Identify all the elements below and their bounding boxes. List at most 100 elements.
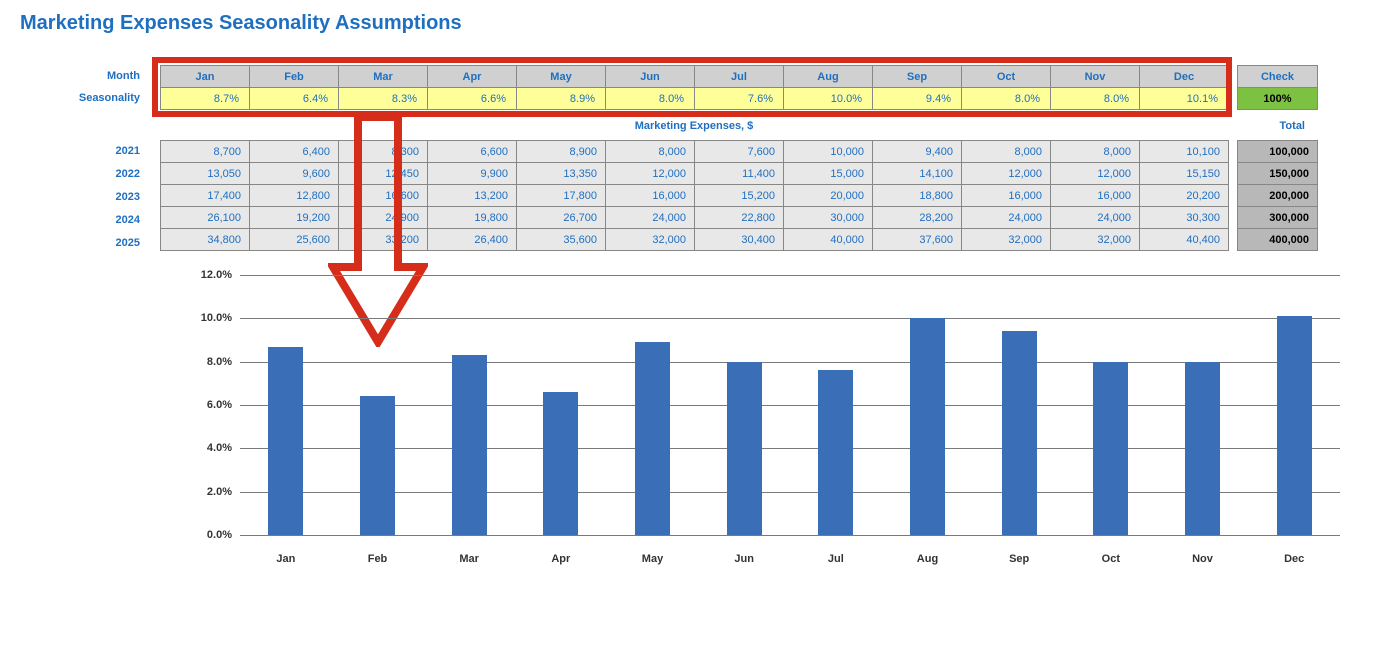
seasonality-cell[interactable]: 10.1% bbox=[1140, 88, 1229, 110]
chart-x-tick-label: Apr bbox=[551, 553, 570, 565]
month-header-cell: Sep bbox=[873, 66, 962, 88]
expense-cell: 15,000 bbox=[784, 163, 873, 185]
expense-cell: 40,400 bbox=[1140, 229, 1229, 251]
expense-cell: 30,400 bbox=[695, 229, 784, 251]
chart-y-tick-label: 10.0% bbox=[201, 312, 232, 324]
chart-gridline bbox=[240, 362, 1340, 363]
seasonality-block: Month Seasonality JanFebMarAprMayJunJulA… bbox=[160, 65, 1360, 251]
check-header-cell: Check bbox=[1238, 66, 1318, 88]
seasonality-cell[interactable]: 8.3% bbox=[339, 88, 428, 110]
expense-cell: 8,000 bbox=[1051, 141, 1140, 163]
chart-bar bbox=[727, 362, 762, 535]
chart-gridline bbox=[240, 275, 1340, 276]
seasonality-cell[interactable]: 6.6% bbox=[428, 88, 517, 110]
expense-cell: 34,800 bbox=[161, 229, 250, 251]
chart-x-tick-label: Jun bbox=[734, 553, 754, 565]
expense-cell: 33,200 bbox=[339, 229, 428, 251]
month-header-cell: Jun bbox=[606, 66, 695, 88]
month-header-cell: Feb bbox=[250, 66, 339, 88]
expense-cell: 37,600 bbox=[873, 229, 962, 251]
month-header-cell: Nov bbox=[1051, 66, 1140, 88]
expense-cell: 16,600 bbox=[339, 185, 428, 207]
expenses-table: 8,7006,4008,3006,6008,9008,0007,60010,00… bbox=[160, 140, 1318, 251]
expenses-section-header: Marketing Expenses, $ bbox=[160, 120, 1228, 132]
expense-cell: 11,400 bbox=[695, 163, 784, 185]
chart-bar bbox=[910, 318, 945, 535]
chart-y-tick-label: 8.0% bbox=[207, 356, 232, 368]
month-row-label: Month bbox=[20, 65, 150, 87]
expense-cell: 12,450 bbox=[339, 163, 428, 185]
chart-bar bbox=[360, 396, 395, 535]
expense-cell: 26,400 bbox=[428, 229, 517, 251]
expense-cell: 28,200 bbox=[873, 207, 962, 229]
chart-gridline bbox=[240, 448, 1340, 449]
total-cell: 100,000 bbox=[1238, 141, 1318, 163]
expense-cell: 24,000 bbox=[1051, 207, 1140, 229]
total-cell: 300,000 bbox=[1238, 207, 1318, 229]
expense-cell: 30,300 bbox=[1140, 207, 1229, 229]
chart-x-tick-label: Sep bbox=[1009, 553, 1029, 565]
month-header-cell: Aug bbox=[784, 66, 873, 88]
seasonality-cell[interactable]: 8.0% bbox=[606, 88, 695, 110]
total-cell: 200,000 bbox=[1238, 185, 1318, 207]
chart-y-tick-label: 6.0% bbox=[207, 399, 232, 411]
expense-cell: 22,800 bbox=[695, 207, 784, 229]
chart-x-tick-label: Mar bbox=[459, 553, 479, 565]
chart-bar bbox=[268, 347, 303, 536]
expense-cell: 13,050 bbox=[161, 163, 250, 185]
expense-cell: 16,000 bbox=[606, 185, 695, 207]
expense-cell: 7,600 bbox=[695, 141, 784, 163]
expense-cell: 16,000 bbox=[1051, 185, 1140, 207]
expense-cell: 16,000 bbox=[962, 185, 1051, 207]
expense-cell: 25,600 bbox=[250, 229, 339, 251]
expense-cell: 19,800 bbox=[428, 207, 517, 229]
total-column-header: Total bbox=[1235, 120, 1315, 132]
expense-cell: 30,000 bbox=[784, 207, 873, 229]
expense-cell: 32,000 bbox=[606, 229, 695, 251]
expense-cell: 13,200 bbox=[428, 185, 517, 207]
expense-cell: 19,200 bbox=[250, 207, 339, 229]
seasonality-cell[interactable]: 7.6% bbox=[695, 88, 784, 110]
year-row-label: 2025 bbox=[20, 232, 150, 255]
seasonality-cell[interactable]: 8.0% bbox=[962, 88, 1051, 110]
chart-y-tick-label: 12.0% bbox=[201, 269, 232, 281]
seasonality-cell[interactable]: 8.0% bbox=[1051, 88, 1140, 110]
expense-cell: 9,900 bbox=[428, 163, 517, 185]
chart-bar bbox=[1277, 316, 1312, 535]
chart-x-tick-label: Feb bbox=[368, 553, 388, 565]
total-cell: 150,000 bbox=[1238, 163, 1318, 185]
expense-cell: 20,000 bbox=[784, 185, 873, 207]
expense-cell: 18,800 bbox=[873, 185, 962, 207]
expense-cell: 8,700 bbox=[161, 141, 250, 163]
page-title: Marketing Expenses Seasonality Assumptio… bbox=[20, 12, 1359, 35]
expense-cell: 12,000 bbox=[606, 163, 695, 185]
expense-cell: 32,000 bbox=[962, 229, 1051, 251]
expense-cell: 8,000 bbox=[962, 141, 1051, 163]
seasonality-cell[interactable]: 6.4% bbox=[250, 88, 339, 110]
chart-x-tick-label: Oct bbox=[1102, 553, 1120, 565]
chart-bar bbox=[1185, 362, 1220, 535]
chart-gridline bbox=[240, 405, 1340, 406]
expense-cell: 8,000 bbox=[606, 141, 695, 163]
chart-bar bbox=[1002, 331, 1037, 535]
seasonality-cell[interactable]: 9.4% bbox=[873, 88, 962, 110]
year-row-label: 2024 bbox=[20, 209, 150, 232]
chart-x-tick-label: Nov bbox=[1192, 553, 1213, 565]
seasonality-cell[interactable]: 8.9% bbox=[517, 88, 606, 110]
month-header-cell: Mar bbox=[339, 66, 428, 88]
expense-cell: 26,700 bbox=[517, 207, 606, 229]
month-header-cell: Oct bbox=[962, 66, 1051, 88]
expense-cell: 6,600 bbox=[428, 141, 517, 163]
chart-x-tick-label: Jul bbox=[828, 553, 844, 565]
expense-cell: 15,150 bbox=[1140, 163, 1229, 185]
check-value-cell: 100% bbox=[1238, 88, 1318, 110]
chart-x-tick-label: Dec bbox=[1284, 553, 1304, 565]
seasonality-cell[interactable]: 8.7% bbox=[161, 88, 250, 110]
expense-cell: 35,600 bbox=[517, 229, 606, 251]
expense-cell: 9,400 bbox=[873, 141, 962, 163]
expense-cell: 26,100 bbox=[161, 207, 250, 229]
expense-cell: 6,400 bbox=[250, 141, 339, 163]
seasonality-cell[interactable]: 10.0% bbox=[784, 88, 873, 110]
expense-cell: 8,900 bbox=[517, 141, 606, 163]
chart-y-tick-label: 4.0% bbox=[207, 442, 232, 454]
